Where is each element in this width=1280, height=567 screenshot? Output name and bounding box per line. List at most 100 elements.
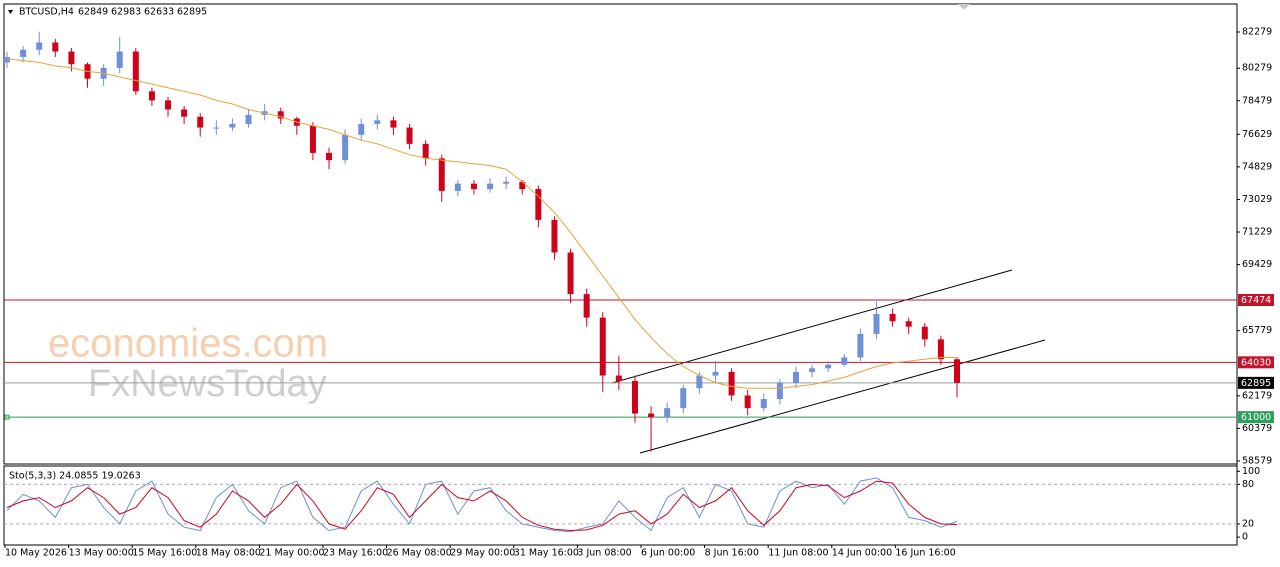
x-tick-label: 3 Jun 08:00	[577, 548, 631, 559]
candle-body	[792, 371, 799, 383]
y-tick-label: 58579	[1242, 455, 1272, 466]
shift-marker	[958, 4, 970, 10]
watermark: economies.com	[48, 322, 328, 366]
candle-body	[760, 399, 767, 409]
candle-body	[648, 413, 655, 418]
candle-body	[841, 357, 848, 365]
candle-body	[245, 114, 252, 124]
stochastic-line	[6, 480, 958, 532]
y-tick-label: 62179	[1242, 390, 1272, 401]
x-tick-label: 21 May 00:00	[259, 548, 324, 559]
header-value: 62983	[111, 7, 141, 18]
candle-body	[213, 127, 220, 129]
candle-body	[776, 382, 783, 400]
candle-body	[696, 375, 703, 389]
x-tick-label: 11 Jun 08:00	[768, 548, 828, 559]
y-tick-label: 73029	[1242, 194, 1272, 205]
candle-body	[680, 388, 687, 409]
level-label-box	[1238, 356, 1274, 369]
x-tick-label: 16 Jun 16:00	[895, 548, 955, 559]
candle-body	[52, 42, 59, 52]
main-panel	[3, 3, 1238, 465]
candle-body	[116, 51, 123, 68]
x-tick-label: 26 May 08:00	[387, 548, 452, 559]
x-tick-label: 13 May 00:00	[69, 548, 134, 559]
y-tick-label: 74829	[1242, 161, 1272, 172]
candle-body	[744, 395, 751, 409]
moving-average	[6, 58, 957, 389]
candle-body	[132, 51, 139, 92]
level-label: 64030	[1241, 357, 1271, 368]
candle-body	[197, 116, 204, 128]
y-tick-label: 78479	[1242, 95, 1272, 106]
indicator-tick-label: 20	[1242, 518, 1254, 529]
watermark: FxNewsToday	[88, 363, 327, 405]
candle-body	[487, 183, 494, 190]
candle-body	[857, 333, 864, 358]
candle-body	[358, 123, 365, 135]
candle-body	[68, 51, 75, 65]
candle-body	[406, 127, 413, 144]
x-tick-label: 23 May 16:00	[323, 548, 388, 559]
channel-upper	[611, 269, 1013, 384]
candle-body	[809, 368, 816, 372]
indicator-tick-label: 100	[1242, 466, 1260, 477]
x-tick-label: 6 Jun 00:00	[641, 548, 695, 559]
candle-body	[390, 120, 397, 128]
y-tick-label: 80279	[1242, 63, 1272, 74]
candle-body	[889, 313, 896, 322]
stochastic-line	[6, 477, 958, 533]
level-label-box	[1238, 376, 1274, 389]
indicator-label: Sto(5,3,3) 24.0855 19.0263	[9, 471, 141, 482]
level-label: 62895	[1241, 378, 1271, 389]
candle-body	[374, 120, 381, 124]
y-tick-label: 76629	[1242, 129, 1272, 140]
candle-body	[326, 152, 333, 161]
candle-body	[954, 359, 960, 383]
candle-body	[36, 42, 43, 50]
level-label-box	[1238, 411, 1274, 424]
x-tick-label: 18 May 08:00	[196, 548, 261, 559]
candle-body	[165, 100, 172, 110]
header-value: 62633	[144, 7, 174, 18]
x-tick-label: 8 Jun 16:00	[705, 548, 759, 559]
candle-body	[309, 125, 316, 153]
candle-body	[342, 134, 349, 161]
candle-body	[181, 109, 188, 117]
y-tick-label: 82279	[1242, 27, 1272, 38]
candle-body	[905, 321, 912, 327]
x-tick-label: 29 May 00:00	[450, 548, 515, 559]
level-label-box	[1238, 293, 1274, 306]
candle-body	[631, 380, 638, 414]
candle-body	[712, 371, 719, 376]
candle-body	[20, 49, 27, 57]
candle-body	[148, 91, 155, 101]
x-tick-label: 14 Jun 00:00	[832, 548, 892, 559]
candle-body	[583, 294, 590, 318]
x-tick-label: 31 May 16:00	[514, 548, 579, 559]
header-value: 62895	[177, 7, 207, 18]
level-handle	[4, 414, 10, 420]
candle-body	[937, 339, 944, 360]
candle-body	[422, 143, 429, 159]
level-label: 61000	[1241, 412, 1271, 423]
candle-body	[535, 189, 542, 220]
candle-body	[519, 181, 526, 190]
candle-body	[503, 181, 510, 184]
candle-body	[470, 183, 477, 190]
candle-body	[567, 252, 574, 295]
level-label: 67474	[1241, 295, 1271, 306]
channel-lower	[639, 339, 1046, 454]
y-tick-label: 65779	[1242, 325, 1272, 336]
candle-body	[551, 219, 558, 253]
candle-body	[599, 317, 606, 376]
x-tick-label: 10 May 2026	[5, 548, 67, 559]
symbol: BTCUSD,H4	[19, 7, 74, 18]
y-tick-label: 60379	[1242, 423, 1272, 434]
candle-body	[438, 158, 445, 191]
indicator-tick-label: 0	[1242, 532, 1248, 543]
x-tick-label: 15 May 16:00	[132, 548, 197, 559]
candle-body	[454, 183, 461, 191]
